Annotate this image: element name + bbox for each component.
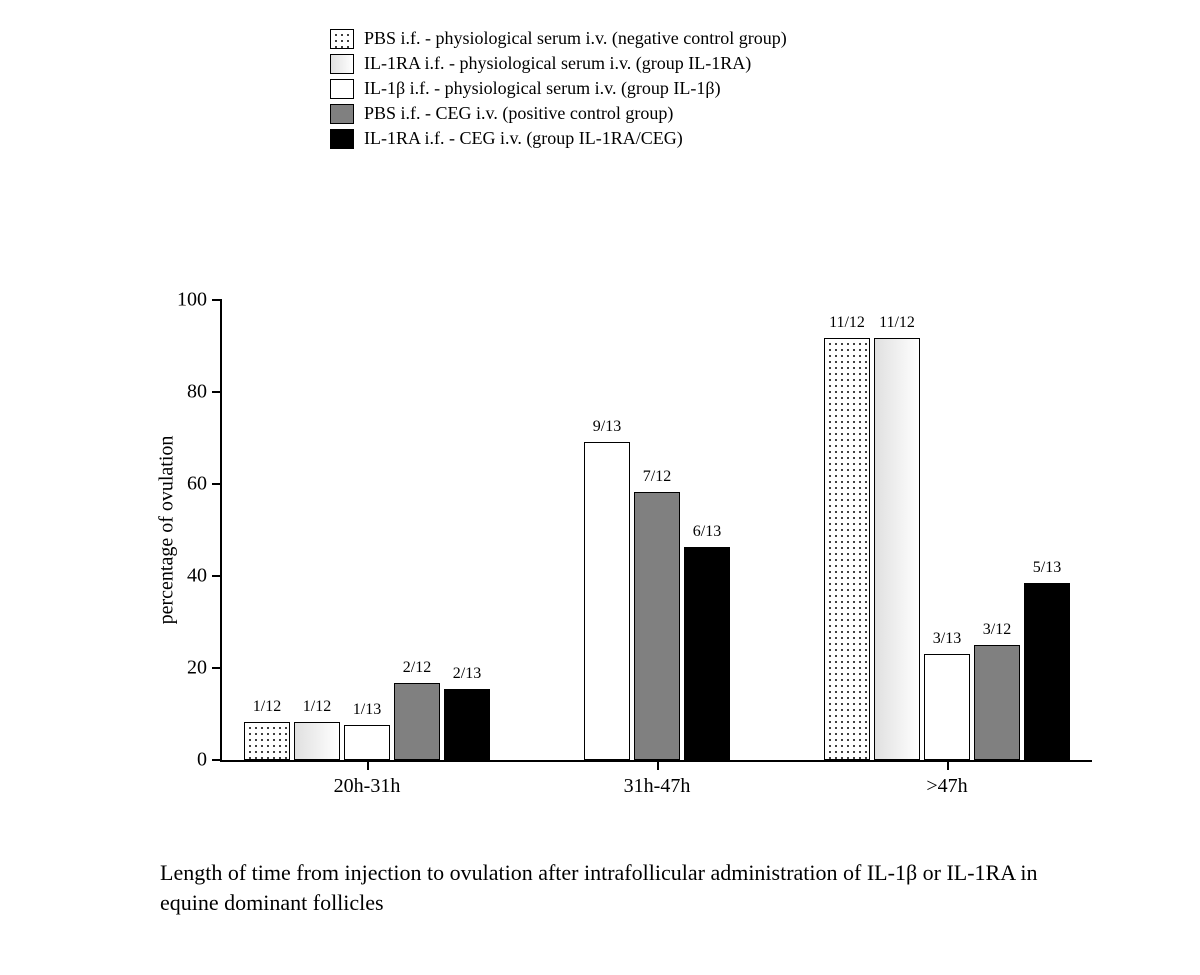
bar-value-label: 11/12 [829,314,865,332]
bar-value-label: 1/12 [303,698,331,716]
legend-label: IL-1β i.f. - physiological serum i.v. (g… [364,78,721,99]
figure-caption: Length of time from injection to ovulati… [160,858,1100,917]
y-tick [212,759,222,761]
y-tick-label: 0 [162,749,207,772]
bar-value-label: 1/12 [253,698,281,716]
legend-item: IL-1RA i.f. - CEG i.v. (group IL-1RA/CEG… [330,128,787,149]
bar [924,654,970,760]
legend-item: PBS i.f. - physiological serum i.v. (neg… [330,28,787,49]
bar [294,722,340,760]
bar-value-label: 2/13 [453,665,481,683]
bar [874,338,920,760]
y-tick [212,667,222,669]
bar [244,722,290,760]
legend-label: PBS i.f. - CEG i.v. (positive control gr… [364,103,673,124]
legend-swatch [330,54,354,74]
y-tick [212,299,222,301]
chart-area: percentage of ovulation 0 20 40 60 80 100 20h-… [130,280,1140,840]
y-tick-label: 100 [162,289,207,312]
bar [684,547,730,760]
legend-swatch [330,79,354,99]
x-tick-label: >47h [926,775,967,798]
bar [974,645,1020,760]
bar [394,683,440,760]
legend-swatch [330,129,354,149]
bar-value-label: 2/12 [403,659,431,677]
legend-label: PBS i.f. - physiological serum i.v. (neg… [364,28,787,49]
legend-swatch [330,104,354,124]
bar [344,725,390,760]
x-tick-label: 31h-47h [624,775,691,798]
x-tick-label: 20h-31h [334,775,401,798]
legend-label: IL-1RA i.f. - CEG i.v. (group IL-1RA/CEG… [364,128,683,149]
bar-value-label: 3/13 [933,630,961,648]
bar-value-label: 6/13 [693,523,721,541]
x-tick [367,760,369,770]
page: PBS i.f. - physiological serum i.v. (neg… [0,0,1200,975]
y-tick-label: 40 [162,565,207,588]
bar [1024,583,1070,760]
bar-value-label: 11/12 [879,314,915,332]
legend: PBS i.f. - physiological serum i.v. (neg… [330,28,787,153]
bar [444,689,490,760]
bar-value-label: 1/13 [353,701,381,719]
x-tick [657,760,659,770]
legend-item: PBS i.f. - CEG i.v. (positive control gr… [330,103,787,124]
y-tick [212,391,222,393]
bar-value-label: 5/13 [1033,559,1061,577]
legend-swatch [330,29,354,49]
legend-item: IL-1RA i.f. - physiological serum i.v. (… [330,53,787,74]
y-tick-label: 20 [162,657,207,680]
legend-item: IL-1β i.f. - physiological serum i.v. (g… [330,78,787,99]
y-tick [212,483,222,485]
bar-value-label: 7/12 [643,468,671,486]
y-tick-label: 60 [162,473,207,496]
y-tick-label: 80 [162,381,207,404]
bar-value-label: 3/12 [983,621,1011,639]
bar [634,492,680,760]
y-axis-label: percentage of ovulation [156,436,179,625]
y-tick [212,575,222,577]
bar-value-label: 9/13 [593,418,621,436]
bar [824,338,870,760]
x-tick [947,760,949,770]
bar [584,442,630,760]
legend-label: IL-1RA i.f. - physiological serum i.v. (… [364,53,751,74]
plot-region: percentage of ovulation 02040608010020h-… [220,300,1092,762]
